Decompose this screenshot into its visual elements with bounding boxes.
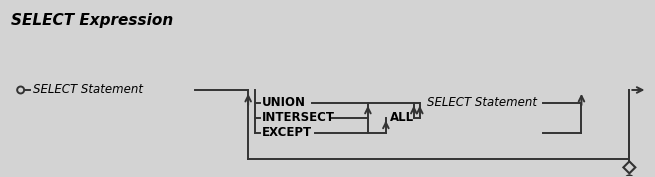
Text: EXCEPT: EXCEPT bbox=[262, 126, 312, 139]
Text: ALL: ALL bbox=[390, 111, 414, 124]
Circle shape bbox=[626, 175, 633, 177]
Text: INTERSECT: INTERSECT bbox=[262, 111, 335, 124]
Circle shape bbox=[17, 87, 24, 93]
Polygon shape bbox=[624, 161, 635, 173]
Text: SELECT Statement: SELECT Statement bbox=[427, 96, 537, 109]
Text: SELECT Expression: SELECT Expression bbox=[10, 13, 173, 28]
Text: UNION: UNION bbox=[262, 96, 306, 109]
Text: SELECT Statement: SELECT Statement bbox=[33, 84, 143, 96]
